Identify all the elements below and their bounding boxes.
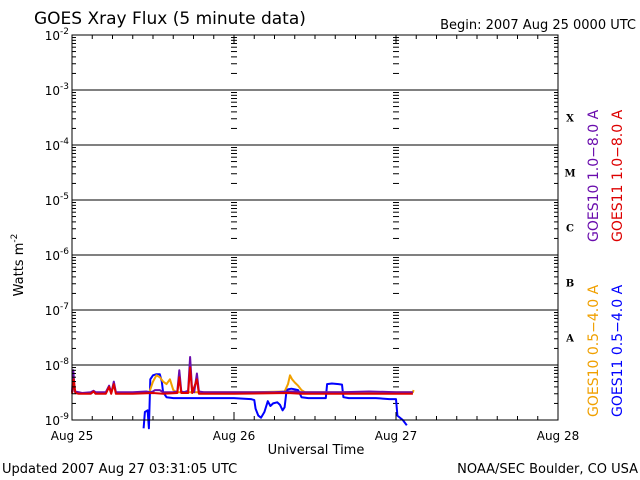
y-tick-exponent: -5 <box>60 192 69 202</box>
x-tick-label: Aug 25 <box>51 429 94 443</box>
series-layer <box>71 356 415 430</box>
x-tick-label: Aug 28 <box>537 429 580 443</box>
y-tick-base: 10 <box>45 304 60 318</box>
y-tick-base: 10 <box>45 84 60 98</box>
y-axis-title: Watts m-2 <box>10 234 27 297</box>
series-line <box>71 366 413 395</box>
y-tick-label: 10-9 <box>45 412 70 428</box>
credit-label: NOAA/SEC Boulder, CO USA <box>457 462 638 477</box>
flare-class-label: M <box>564 169 575 180</box>
y-tick-base: 10 <box>45 139 60 153</box>
y-tick-exponent: -2 <box>60 27 69 37</box>
y-tick-exponent: -6 <box>60 247 69 257</box>
x-tick-label: Aug 26 <box>213 429 256 443</box>
chart-title: GOES Xray Flux (5 minute data) <box>34 9 306 29</box>
y-tick-label: 10-4 <box>45 137 70 153</box>
flare-class-axis: X M C B A <box>564 114 575 345</box>
y-tick-label: 10-6 <box>45 247 70 263</box>
y-tick-base: 10 <box>45 414 60 428</box>
legend-entry: GOES11 0.5−4.0 A <box>610 284 626 417</box>
flare-class-label: A <box>565 334 574 345</box>
y-tick-exponent: -3 <box>60 82 69 92</box>
flare-class-label: B <box>566 279 574 290</box>
y-tick-label: 10-8 <box>45 357 70 373</box>
begin-label: Begin: 2007 Aug 25 0000 UTC <box>440 18 636 33</box>
legend: GOES10 1.0−8.0 A GOES11 1.0−8.0 A GOES10 0… <box>586 109 626 417</box>
y-tick-label: 10-3 <box>45 82 69 98</box>
legend-entry: GOES10 1.0−8.0 A <box>586 109 602 242</box>
grid-layer <box>72 34 558 421</box>
flare-class-label: X <box>566 114 574 125</box>
y-tick-exponent: -7 <box>60 302 69 312</box>
flare-class-label: C <box>566 224 574 235</box>
legend-entry: GOES11 1.0−8.0 A <box>610 109 626 242</box>
y-tick-base: 10 <box>45 359 60 373</box>
plot-area <box>71 34 559 430</box>
y-tick-exponent: -9 <box>60 412 69 422</box>
y-tick-exponent: -4 <box>60 137 69 147</box>
y-axis-title-text: Watts m <box>12 243 27 297</box>
y-tick-exponent: -8 <box>60 357 69 367</box>
x-tick-label: Aug 27 <box>375 429 418 443</box>
legend-entry: GOES10 0.5−4.0 A <box>586 284 602 417</box>
y-tick-label: 10-2 <box>45 27 69 43</box>
y-tick-label: 10-5 <box>45 192 69 208</box>
y-axis: 10-210-310-410-510-610-710-810-9 <box>45 27 558 428</box>
updated-timestamp: Updated 2007 Aug 27 03:31:05 UTC <box>2 462 237 477</box>
x-axis: Aug 25 Aug 26 Aug 27 Aug 28 <box>51 35 580 443</box>
y-tick-base: 10 <box>45 29 60 43</box>
y-tick-base: 10 <box>45 194 60 208</box>
y-tick-base: 10 <box>45 249 60 263</box>
y-tick-label: 10-7 <box>45 302 69 318</box>
y-axis-title-superscript: -2 <box>10 234 20 243</box>
x-axis-title: Universal Time <box>268 443 365 458</box>
